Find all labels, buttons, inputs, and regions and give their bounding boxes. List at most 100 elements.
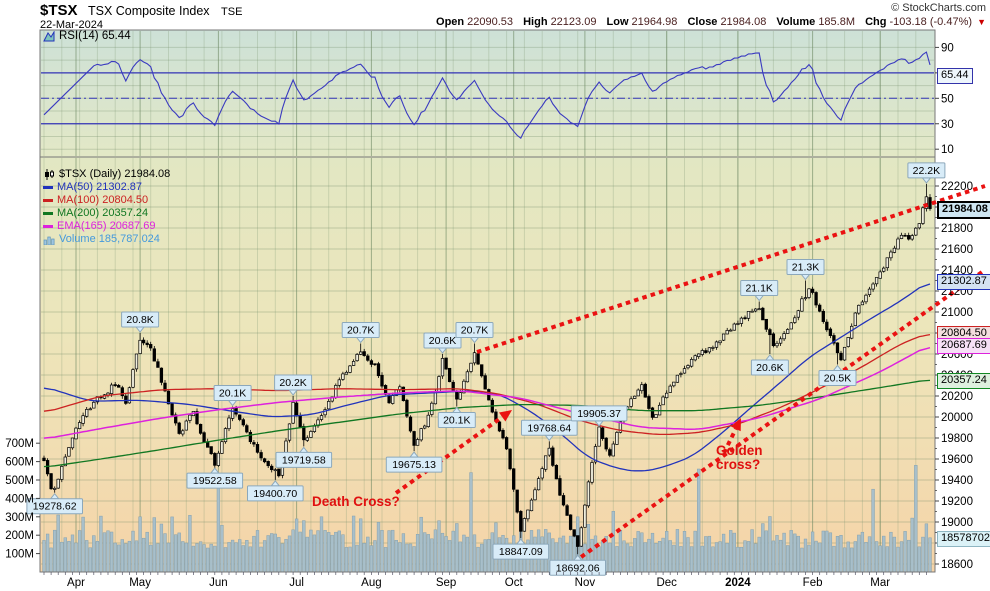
exchange-label: TSE xyxy=(221,6,243,18)
ema165-value-bubble: 20687.69 xyxy=(937,338,990,354)
legend-item-price: $TSX (Daily) 21984.08 xyxy=(43,168,170,181)
ticker-symbol: $TSX xyxy=(40,2,78,19)
svg-text:19400: 19400 xyxy=(941,475,973,487)
svg-text:19522.58: 19522.58 xyxy=(193,475,237,487)
legend-volume-label: Volume 185,787,024 xyxy=(59,233,160,245)
svg-text:21800: 21800 xyxy=(941,223,973,235)
candlestick-icon xyxy=(45,169,54,180)
high-value: 22123.09 xyxy=(550,16,597,28)
svg-text:20.5K: 20.5K xyxy=(824,373,851,385)
svg-text:50: 50 xyxy=(941,93,954,105)
svg-text:18600: 18600 xyxy=(941,559,973,571)
svg-text:300M: 300M xyxy=(5,512,34,524)
svg-text:20.1K: 20.1K xyxy=(443,415,470,427)
legend-item-ma100: MA(100) 20804.50 xyxy=(43,194,170,207)
rsi-line xyxy=(43,51,931,140)
legend-item-ma200: MA(200) 20357.24 xyxy=(43,207,170,220)
svg-text:19768.64: 19768.64 xyxy=(527,422,571,434)
volume-bars-icon xyxy=(43,236,55,245)
svg-text:19000: 19000 xyxy=(941,517,973,529)
ma200-value-bubble: 20357.24 xyxy=(937,373,990,389)
svg-text:22.2K: 22.2K xyxy=(913,165,940,177)
golden-cross-line1: Golden xyxy=(716,443,763,458)
month-label-2024: 2024 xyxy=(725,577,751,589)
golden-cross-annotation: Golden cross? xyxy=(716,444,763,472)
month-label-May: May xyxy=(129,577,151,589)
ma100-line xyxy=(43,333,931,436)
close-value-bubble: 21984.08 xyxy=(937,201,990,219)
svg-text:21000: 21000 xyxy=(941,307,973,319)
golden-cross-line2: cross? xyxy=(716,457,761,472)
ema165-swatch xyxy=(43,225,53,228)
chg-value: -103.18 (-0.47%) xyxy=(889,16,973,28)
ma50-value-bubble: 21302.87 xyxy=(937,274,990,290)
copyright-label: © StockCharts.com xyxy=(891,2,986,14)
svg-text:20.2K: 20.2K xyxy=(279,377,306,389)
svg-text:19278.62: 19278.62 xyxy=(33,501,77,513)
chg-label: Chg xyxy=(865,16,887,28)
month-label-Jun: Jun xyxy=(209,577,228,589)
legend-item-ema165: EMA(165) 20687.69 xyxy=(43,220,170,233)
svg-text:100M: 100M xyxy=(5,549,34,561)
chart-date: 22-Mar-2024 xyxy=(40,19,103,31)
svg-text:19675.13: 19675.13 xyxy=(392,459,436,471)
legend-ma200-label: MA(200) 20357.24 xyxy=(57,207,149,219)
legend-price-label: $TSX (Daily) 21984.08 xyxy=(59,168,171,180)
low-value: 21964.98 xyxy=(631,16,678,28)
legend-ma100-label: MA(100) 20804.50 xyxy=(57,194,149,206)
legend-item-volume: Volume 185,787,024 xyxy=(43,233,170,246)
month-label-Mar: Mar xyxy=(870,577,890,589)
death-cross-annotation: Death Cross? xyxy=(312,494,400,509)
ema165-line xyxy=(43,346,931,439)
svg-text:20200: 20200 xyxy=(941,391,973,403)
svg-text:19200: 19200 xyxy=(941,496,973,508)
rsi-value-bubble: 65.44 xyxy=(937,68,973,84)
legend-item-ma50: MA(50) 21302.87 xyxy=(43,181,170,194)
svg-text:19600: 19600 xyxy=(941,454,973,466)
month-label-Sep: Sep xyxy=(436,577,456,589)
svg-text:22200: 22200 xyxy=(941,181,973,193)
svg-text:90: 90 xyxy=(941,42,954,54)
svg-text:200M: 200M xyxy=(5,530,34,542)
svg-text:20.1K: 20.1K xyxy=(219,388,246,400)
trend-arrowhead xyxy=(499,410,512,422)
svg-text:500M: 500M xyxy=(5,475,34,487)
svg-text:18847.09: 18847.09 xyxy=(499,546,543,558)
close-label: Close xyxy=(687,16,718,28)
svg-text:400M: 400M xyxy=(5,493,34,505)
svg-text:10: 10 xyxy=(941,144,954,156)
rsi-panel xyxy=(39,29,936,158)
volume-label: Volume xyxy=(776,16,816,28)
rsi-indicator-icon xyxy=(43,30,55,41)
index-name: TSX Composite Index xyxy=(87,4,210,18)
quote-summary: Open 22090.53 High 22123.09 Low 21964.98 Cl… xyxy=(429,16,986,28)
month-label-Nov: Nov xyxy=(575,577,596,589)
svg-text:21600: 21600 xyxy=(941,244,973,256)
close-value: 21984.08 xyxy=(720,16,767,28)
high-label: High xyxy=(523,16,548,28)
change-down-icon: ▼ xyxy=(977,17,986,27)
svg-text:600M: 600M xyxy=(5,457,34,469)
month-label-Apr: Apr xyxy=(67,577,85,589)
trendlines xyxy=(394,184,986,564)
svg-text:700M: 700M xyxy=(5,438,34,450)
svg-text:20.6K: 20.6K xyxy=(429,335,456,347)
ma200-line xyxy=(43,379,931,468)
month-label-Oct: Oct xyxy=(505,577,524,589)
svg-text:20.7K: 20.7K xyxy=(461,325,488,337)
open-value: 22090.53 xyxy=(467,16,514,28)
rsi-legend-label: RSI(14) 65.44 xyxy=(59,30,131,42)
legend-ma50-label: MA(50) 21302.87 xyxy=(57,181,142,193)
svg-text:19800: 19800 xyxy=(941,433,973,445)
low-label: Low xyxy=(606,16,629,28)
svg-text:19400.70: 19400.70 xyxy=(253,488,297,500)
rsi-legend: RSI(14) 65.44 xyxy=(43,30,131,42)
volume-value: 185.8M xyxy=(818,16,856,28)
volume-value-bubble: 18578702 xyxy=(937,531,990,547)
open-label: Open xyxy=(436,16,465,28)
svg-text:21.3K: 21.3K xyxy=(792,262,819,274)
svg-text:20.8K: 20.8K xyxy=(126,314,153,326)
svg-text:19905.37: 19905.37 xyxy=(577,408,621,420)
month-label-Jul: Jul xyxy=(289,577,304,589)
